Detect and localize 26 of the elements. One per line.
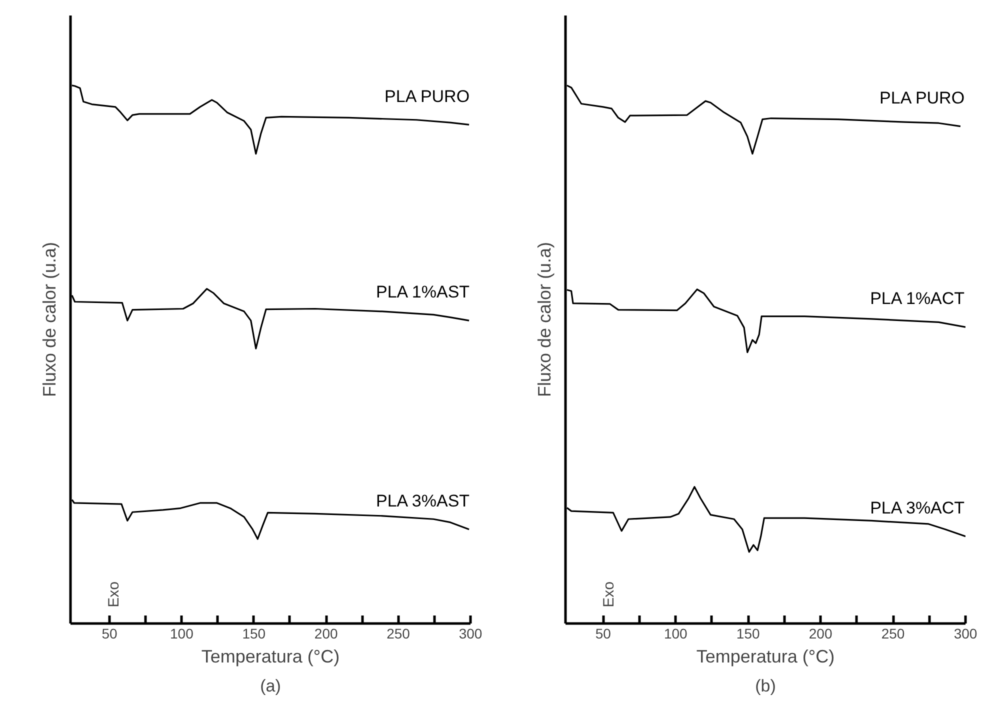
x-tick-label: 150 [736,626,760,642]
x-tick-label: 300 [458,626,482,642]
x-tick-label: 50 [595,626,612,642]
y-axis-title: Fluxo de calor (u.a) [40,242,60,398]
x-tick-label: 250 [386,626,410,642]
x-tick-label: 100 [170,626,194,642]
annotation: Exo [106,582,122,608]
series-label: PLA 3%AST [376,492,470,511]
x-tick-label: 100 [664,626,688,642]
annotation: Exo [600,582,618,608]
x-tick-label: 150 [242,626,266,642]
x-tick-label: 250 [881,626,905,642]
x-tick-label: 200 [314,626,338,642]
x-tick-label: 200 [808,626,832,642]
text: (b) [755,676,776,696]
x-axis-title: Temperatura (°C) [201,646,340,666]
x-tick-label: 50 [102,626,118,642]
x-tick-label: 300 [954,626,978,642]
x-axis-title: Temperatura (°C) [696,646,835,666]
series-label: PLA PURO [880,88,965,108]
series-label: PLA 1%AST [376,282,470,302]
series-label: PLA 3%ACT [870,498,965,518]
series-label: PLA 1%ACT [870,289,965,308]
y-axis-title: Fluxo de calor (u.a) [534,242,554,398]
text: (a) [260,676,281,696]
series-label: PLA PURO [384,86,470,106]
